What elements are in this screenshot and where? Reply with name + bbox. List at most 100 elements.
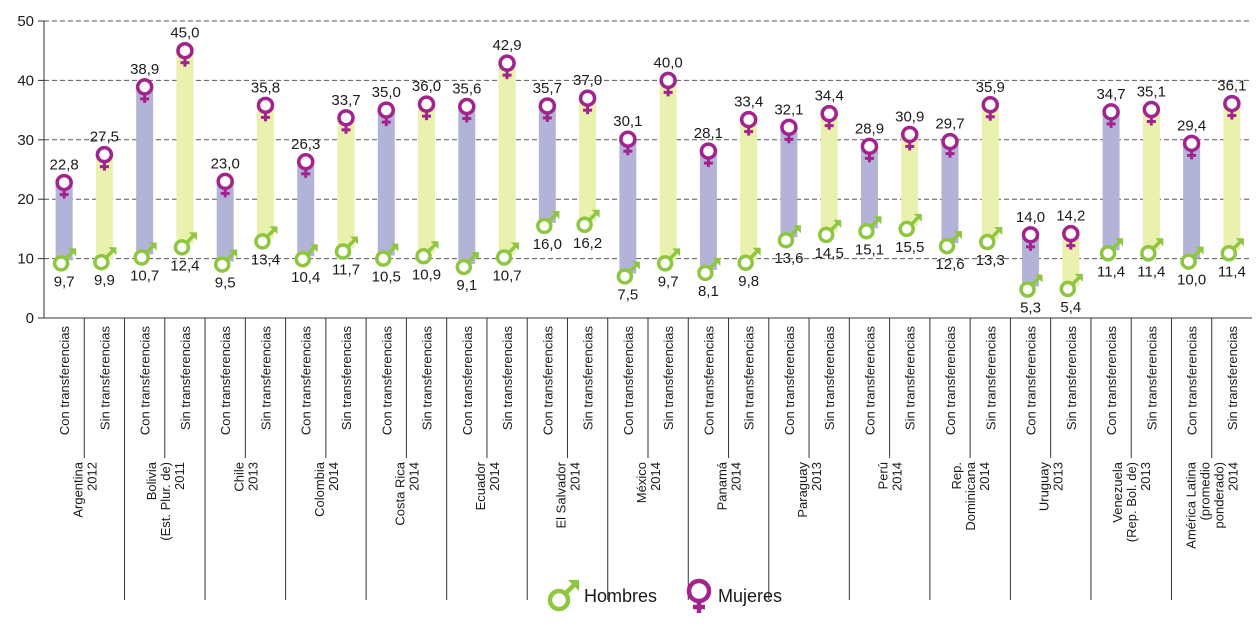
y-tick-label: 50 xyxy=(17,13,34,30)
axes: 0 10 20 30 40 50 xyxy=(17,13,1252,600)
bar-type-label: Con transferencias xyxy=(138,326,153,436)
range-bar xyxy=(297,161,315,257)
data-label-hombres: 10,9 xyxy=(412,266,441,283)
female-icon xyxy=(780,118,798,144)
female-icon xyxy=(337,109,355,134)
data-label-mujeres: 27,5 xyxy=(90,129,119,146)
data-label-mujeres: 42,9 xyxy=(492,37,521,54)
female-icon xyxy=(256,96,275,122)
male-icon xyxy=(213,249,238,273)
female-icon xyxy=(1062,224,1080,250)
bar-type-label: Sin transferencias xyxy=(258,326,273,431)
data-label-mujeres: 29,4 xyxy=(1177,117,1206,134)
male-icon xyxy=(1099,238,1124,262)
range-bar xyxy=(981,104,999,239)
data-label-mujeres: 28,1 xyxy=(694,125,723,142)
data-label-mujeres: 26,3 xyxy=(291,136,320,153)
male-icon xyxy=(133,242,157,266)
bar-type-label: Con transferencias xyxy=(540,326,555,436)
female-icon xyxy=(1223,94,1241,120)
data-label-mujeres: 32,1 xyxy=(774,101,803,118)
data-label-hombres: 10,5 xyxy=(372,269,401,286)
range-bar xyxy=(780,127,798,238)
female-icon xyxy=(619,130,637,156)
range-bar xyxy=(55,182,73,261)
data-label-mujeres: 35,9 xyxy=(976,79,1005,96)
male-icon xyxy=(938,231,962,255)
group-label: 2014 xyxy=(406,462,421,491)
group-label: Rep. xyxy=(949,462,964,489)
data-label-mujeres: 35,1 xyxy=(1137,84,1166,101)
female-icon xyxy=(820,104,838,130)
data-label-hombres: 9,1 xyxy=(456,277,477,294)
range-bar xyxy=(337,117,355,249)
data-label-mujeres: 34,7 xyxy=(1096,86,1125,103)
data-label-mujeres: 33,4 xyxy=(734,94,763,111)
bar-type-label: Sin transferencias xyxy=(822,326,837,431)
male-icon xyxy=(52,248,77,272)
group-label: 2014 xyxy=(729,462,744,491)
group-label: México xyxy=(634,462,649,503)
range-bar xyxy=(136,86,154,255)
range-bar xyxy=(498,63,516,255)
bar-type-label: Sin transferencias xyxy=(581,326,596,431)
bar-type-label: Sin transferencias xyxy=(500,326,515,431)
male-icon xyxy=(858,216,882,240)
male-icon xyxy=(254,226,278,250)
female-icon xyxy=(941,132,959,158)
data-label-hombres: 11,4 xyxy=(1218,263,1246,280)
data-label-mujeres: 35,6 xyxy=(452,81,481,98)
group-label: 2013 xyxy=(1138,462,1153,491)
male-icon xyxy=(616,261,640,285)
male-icon xyxy=(737,247,761,272)
group-label: Chile xyxy=(231,462,246,492)
group-label: Bolivia xyxy=(144,461,159,500)
group-label: 2014 xyxy=(648,462,663,491)
group-label: 2011 xyxy=(172,462,187,490)
female-icon xyxy=(739,110,758,136)
range-bars xyxy=(55,50,1241,287)
female-icon xyxy=(686,578,712,613)
range-bar xyxy=(1142,109,1160,251)
legend-item-mujeres: Mujeres xyxy=(682,576,782,616)
female-icon xyxy=(95,145,114,171)
range-bar xyxy=(820,113,838,232)
bar-type-label: Sin transferencias xyxy=(661,326,676,431)
bar-type-label: Con transferencias xyxy=(943,326,958,436)
data-label-hombres: 10,7 xyxy=(492,267,521,284)
bar-type-label: Sin transferencias xyxy=(1064,326,1079,431)
data-labels: 22,8 9,7 27,5 9,9 38,9 10,7 45,0 12,4 23,0 9,5 35,… xyxy=(50,25,1247,317)
group-label: Costa Rica xyxy=(392,461,407,525)
group-label: 2014 xyxy=(567,462,582,491)
range-bar xyxy=(1223,103,1241,251)
bar-type-label: Con transferencias xyxy=(862,326,877,436)
data-label-mujeres: 34,4 xyxy=(815,88,844,105)
group-label: El Salvador xyxy=(553,461,568,528)
data-label-mujeres: 30,1 xyxy=(613,113,642,130)
female-icon xyxy=(1142,100,1161,126)
y-tick-label: 30 xyxy=(17,132,34,149)
female-icon xyxy=(498,54,516,80)
range-bar xyxy=(1183,143,1201,259)
data-label-mujeres: 23,0 xyxy=(211,155,240,172)
male-icon xyxy=(415,241,439,265)
group-label: Argentina xyxy=(70,461,85,517)
male-icon xyxy=(495,242,520,266)
bar-type-label: Sin transferencias xyxy=(178,326,193,431)
data-label-hombres: 16,0 xyxy=(533,236,562,253)
group-label: 2014 xyxy=(326,462,341,491)
data-label-hombres: 13,6 xyxy=(774,250,803,267)
male-icon xyxy=(576,209,600,234)
data-label-hombres: 12,6 xyxy=(935,256,964,273)
data-label-mujeres: 14,2 xyxy=(1056,208,1085,225)
female-icon xyxy=(216,172,234,198)
bar-type-label: Con transferencias xyxy=(1185,326,1200,436)
data-label-hombres: 9,7 xyxy=(54,273,75,290)
male-icon xyxy=(817,219,842,244)
range-bar xyxy=(418,104,436,254)
data-label-mujeres: 37,0 xyxy=(573,72,602,89)
group-label: Uruguay xyxy=(1037,462,1052,512)
bar-type-label: Sin transferencias xyxy=(420,326,435,431)
bar-type-label: Con transferencias xyxy=(218,326,233,436)
data-label-mujeres: 45,0 xyxy=(170,25,199,42)
